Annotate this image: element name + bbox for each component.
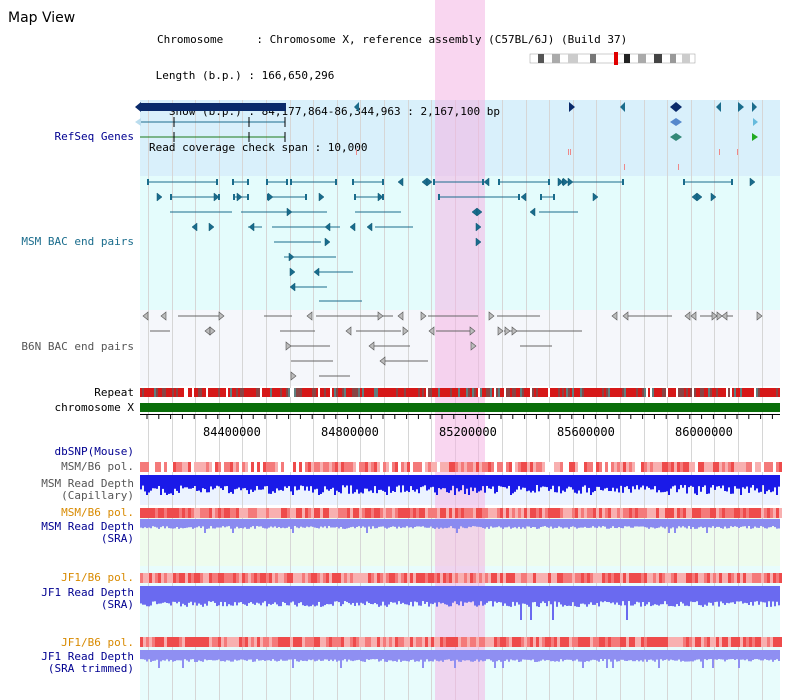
jf1-depth-sra-histogram[interactable] (140, 586, 780, 620)
msm-pol1-strip[interactable] (140, 462, 782, 472)
grid-line (195, 100, 196, 700)
grid-line (502, 100, 503, 700)
jf1-depth-trim-line2: (SRA trimmed) (47, 662, 134, 675)
msm-depth-cap-label[interactable]: MSM Read Depth (Capillary) (41, 478, 134, 502)
grid-line (526, 100, 527, 700)
info-coverage-span: Read coverage check span : 10,000 (149, 141, 368, 154)
axis-label-2: 84800000 (321, 425, 379, 439)
grid-line (148, 100, 149, 700)
page-title: Map View (8, 10, 76, 26)
grid-line (620, 100, 621, 700)
msm-pol2-label[interactable]: MSM/B6 pol. (61, 506, 134, 519)
msm-depth-sra-histogram[interactable] (140, 519, 780, 533)
jf1-depth-sra-line2: (SRA) (100, 598, 134, 611)
msm-depth-sra-line1: MSM Read Depth (41, 520, 134, 533)
refseq-genes-label[interactable]: RefSeq Genes (54, 130, 134, 143)
info-chromosome: Chromosome : Chromosome X, reference ass… (157, 33, 628, 46)
jf1-pol1-label[interactable]: JF1/B6 pol. (61, 571, 134, 584)
jf1-depth-sra-label[interactable]: JF1 Read Depth (SRA) (41, 587, 134, 611)
axis-label-3: 85200000 (439, 425, 497, 439)
grid-line (408, 100, 409, 700)
b6n-bac-label[interactable]: B6N BAC end pairs (21, 340, 134, 353)
jf1-pol1-strip[interactable] (140, 573, 782, 583)
jf1-depth-sra-line1: JF1 Read Depth (41, 586, 134, 599)
chromosome-bar[interactable] (140, 403, 780, 412)
selected-region-highlight[interactable] (435, 0, 485, 700)
repeat-label: Repeat (94, 386, 134, 399)
grid-line (360, 100, 361, 700)
grid-line (691, 100, 692, 700)
grid-line (219, 100, 220, 700)
msm-pol1-label[interactable]: MSM/B6 pol. (61, 460, 134, 473)
axis-line (140, 414, 780, 415)
info-show: Show (b.p.) : 84,177,864-86,344,963 : 2,… (149, 105, 500, 118)
jf1-pol2-strip[interactable] (140, 637, 782, 647)
jf1-pol2-label[interactable]: JF1/B6 pol. (61, 636, 134, 649)
grid-line (762, 100, 763, 700)
grid-line (596, 100, 597, 700)
msm-depth-cap-line1: MSM Read Depth (41, 477, 134, 490)
axis-ticks (146, 414, 773, 419)
jf1-depth-trim-line1: JF1 Read Depth (41, 650, 134, 663)
axis-label-4: 85600000 (557, 425, 615, 439)
info-length: Length (b.p.) : 166,650,296 (149, 69, 335, 82)
msm-depth-cap-line2: (Capillary) (61, 489, 134, 502)
jf1-depth-trim-label[interactable]: JF1 Read Depth (SRA trimmed) (41, 651, 134, 675)
grid-line (290, 100, 291, 700)
axis-label-1: 84400000 (203, 425, 261, 439)
grid-line (667, 100, 668, 700)
grid-line (573, 100, 574, 700)
msm-depth-sra-line2: (SRA) (100, 532, 134, 545)
grid-line (431, 100, 432, 700)
grid-line (172, 100, 173, 700)
axis-label-5: 86000000 (675, 425, 733, 439)
grid-line (714, 100, 715, 700)
grid-line (242, 100, 243, 700)
grid-line (337, 100, 338, 700)
grid-line (738, 100, 739, 700)
msm-depth-cap-histogram[interactable] (140, 475, 780, 497)
chromosome-ideogram[interactable] (529, 52, 700, 66)
grid-line (313, 100, 314, 700)
grid-line (384, 100, 385, 700)
dbsnp-label[interactable]: dbSNP(Mouse) (54, 445, 134, 458)
chromosome-info: Chromosome : Chromosome X, reference ass… (149, 10, 627, 166)
chromosome-label: chromosome X (54, 401, 134, 414)
msm-pol2-strip[interactable] (140, 508, 782, 518)
jf1-depth-trim-histogram[interactable] (140, 650, 780, 668)
msm-depth-sra-label[interactable]: MSM Read Depth (SRA) (41, 521, 134, 545)
msm-bac-label[interactable]: MSM BAC end pairs (21, 235, 134, 248)
repeat-track[interactable] (140, 388, 780, 398)
grid-line (644, 100, 645, 700)
grid-line (549, 100, 550, 700)
grid-line (266, 100, 267, 700)
